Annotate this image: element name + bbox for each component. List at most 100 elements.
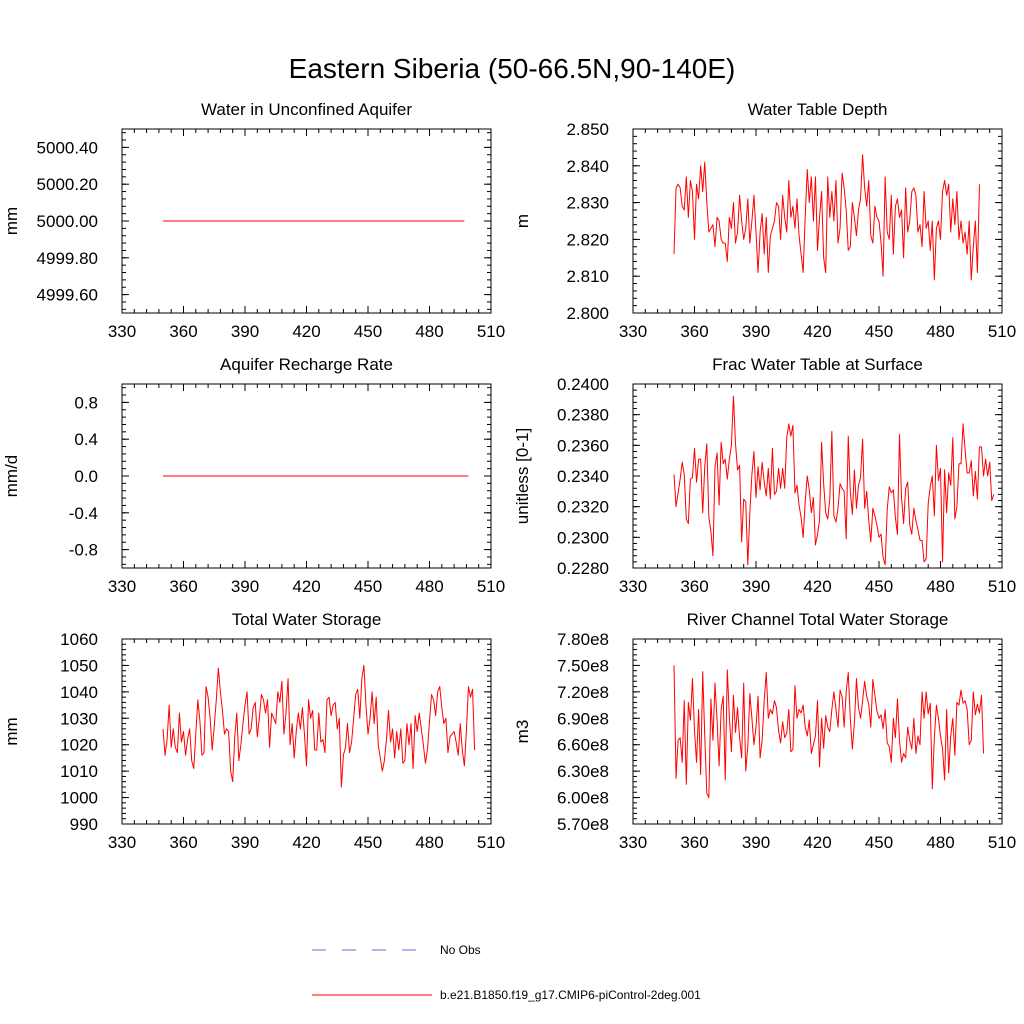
y-tick-label: -0.8: [69, 541, 98, 560]
x-tick-label: 330: [108, 833, 136, 852]
x-tick-label: 390: [231, 577, 259, 596]
y-tick-label: 5.70e8: [557, 815, 609, 834]
y-tick-label: 0.2320: [557, 498, 609, 517]
x-tick-label: 480: [415, 833, 443, 852]
series-line: [673, 395, 995, 566]
y-tick-label: 0.2280: [557, 559, 609, 578]
y-axis-label: mm: [2, 207, 21, 235]
x-tick-label: 450: [865, 833, 893, 852]
panel-title: Total Water Storage: [232, 610, 382, 629]
x-tick-label: 450: [865, 322, 893, 341]
panel-title: Aquifer Recharge Rate: [220, 355, 393, 374]
x-tick-label: 420: [292, 577, 320, 596]
y-tick-label: 1060: [60, 630, 98, 649]
panel-5: Total Water Storage mm 330 360 390 420 450 480 5…: [2, 610, 505, 852]
y-tick-label: 5000.40: [37, 138, 98, 157]
x-tick-label: 360: [680, 322, 708, 341]
x-tick-label: 420: [803, 322, 831, 341]
legend-label-model: b.e21.B1850.f19_g17.CMIP6-piControl-2deg…: [440, 988, 701, 1002]
x-tick-label: 330: [619, 577, 647, 596]
y-tick-label: 2.840: [566, 157, 609, 176]
panel-title: River Channel Total Water Storage: [687, 610, 949, 629]
x-tick-label: 510: [477, 577, 505, 596]
x-tick-label: 510: [988, 322, 1016, 341]
series-line: [673, 154, 980, 281]
y-tick-label: 7.20e8: [557, 683, 609, 702]
x-tick-label: 510: [988, 833, 1016, 852]
x-tick-label: 390: [231, 833, 259, 852]
y-tick-label: 6.00e8: [557, 789, 609, 808]
y-tick-label: 0.2360: [557, 436, 609, 455]
y-axis-label: mm/d: [2, 455, 21, 498]
y-tick-label: 1020: [60, 736, 98, 755]
x-tick-label: 390: [742, 577, 770, 596]
y-tick-label: 6.60e8: [557, 736, 609, 755]
y-tick-label: 2.820: [566, 230, 609, 249]
x-tick-label: 480: [415, 322, 443, 341]
x-tick-label: 450: [354, 322, 382, 341]
figure-title: Eastern Siberia (50-66.5N,90-140E): [289, 53, 736, 84]
panel-6: River Channel Total Water Storage m3 330 36…: [513, 610, 1016, 852]
y-tick-label: 7.50e8: [557, 656, 609, 675]
y-tick-label: 0.2340: [557, 467, 609, 486]
legend-label-no-obs: No Obs: [440, 943, 481, 957]
y-axis-label: m: [513, 214, 532, 228]
y-tick-label: 4999.80: [37, 249, 98, 268]
panel-2: Water Table Depth m 330 360 390 420 450 480 510 2…: [513, 100, 1016, 341]
x-tick-label: 480: [415, 577, 443, 596]
panel-3: Aquifer Recharge Rate mm/d 330 360 390 420 450…: [2, 355, 505, 596]
y-tick-label: 2.850: [566, 120, 609, 139]
series-line: [162, 664, 476, 788]
panel-title: Frac Water Table at Surface: [712, 355, 923, 374]
x-tick-label: 480: [926, 833, 954, 852]
x-tick-label: 330: [108, 322, 136, 341]
y-axis-label: mm: [2, 717, 21, 745]
x-tick-label: 390: [742, 322, 770, 341]
y-tick-label: 0.2380: [557, 406, 609, 425]
x-tick-label: 450: [354, 833, 382, 852]
y-tick-label: 0.0: [74, 467, 98, 486]
plot-frame: [632, 638, 1003, 825]
x-tick-label: 330: [108, 577, 136, 596]
x-tick-label: 330: [619, 833, 647, 852]
x-tick-label: 360: [169, 577, 197, 596]
y-tick-label: 2.830: [566, 194, 609, 213]
x-tick-label: 360: [169, 833, 197, 852]
y-tick-label: 4999.60: [37, 286, 98, 305]
x-tick-label: 480: [926, 322, 954, 341]
x-tick-label: 330: [619, 322, 647, 341]
y-tick-label: 5000.00: [37, 212, 98, 231]
y-tick-label: 1030: [60, 709, 98, 728]
y-tick-label: 5000.20: [37, 175, 98, 194]
x-tick-label: 390: [742, 833, 770, 852]
x-tick-label: 420: [803, 577, 831, 596]
x-tick-label: 360: [680, 577, 708, 596]
y-tick-label: 1040: [60, 683, 98, 702]
y-axis-label: m3: [513, 720, 532, 744]
x-tick-label: 450: [354, 577, 382, 596]
y-tick-label: 1050: [60, 656, 98, 675]
x-tick-label: 510: [477, 322, 505, 341]
y-tick-label: 1010: [60, 762, 98, 781]
y-tick-label: 0.2300: [557, 528, 609, 547]
y-tick-label: -0.4: [69, 504, 98, 523]
y-tick-label: 1000: [60, 789, 98, 808]
x-tick-label: 360: [680, 833, 708, 852]
x-tick-label: 420: [803, 833, 831, 852]
y-axis-label: unitless [0-1]: [513, 428, 532, 524]
legend: No Obs b.e21.B1850.f19_g17.CMIP6-piContr…: [312, 943, 701, 1002]
panel-4: Frac Water Table at Surface unitless [0-1…: [513, 355, 1016, 596]
panel-title: Water Table Depth: [748, 100, 888, 119]
plot-frame: [632, 128, 1003, 314]
y-tick-label: 990: [70, 815, 98, 834]
y-tick-label: 0.2400: [557, 375, 609, 394]
plot-frame: [121, 638, 492, 825]
panel-title: Water in Unconfined Aquifer: [201, 100, 412, 119]
x-tick-label: 450: [865, 577, 893, 596]
y-tick-label: 7.80e8: [557, 630, 609, 649]
x-tick-label: 480: [926, 577, 954, 596]
series-line: [673, 665, 985, 799]
panel-1: Water in Unconfined Aquifer mm 330 360 390 42…: [2, 100, 505, 341]
y-tick-label: 2.810: [566, 267, 609, 286]
